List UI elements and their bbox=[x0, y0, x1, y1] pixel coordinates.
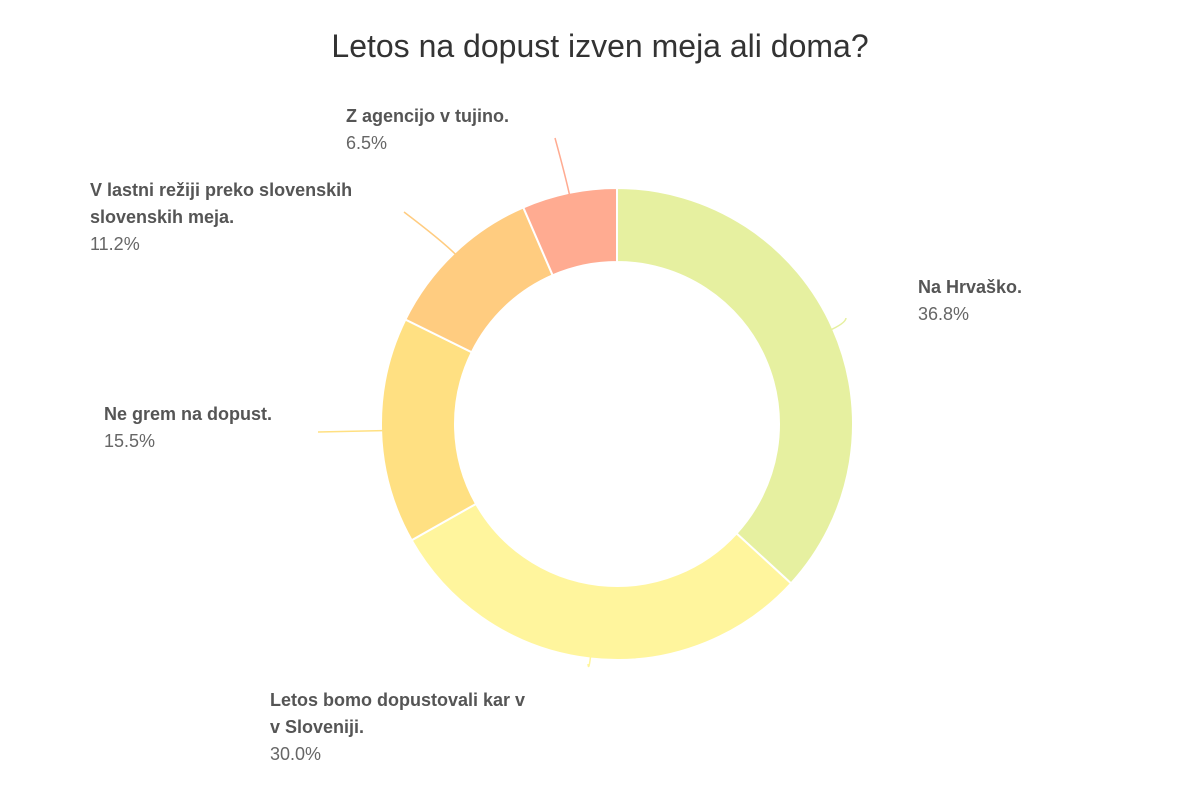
slice-value-label: 11.2% bbox=[90, 234, 140, 254]
slice-labels: Na Hrvaško. 36.8% Letos bomo dopustovali k… bbox=[90, 106, 1022, 764]
leader-line bbox=[827, 317, 847, 333]
donut-slice bbox=[521, 186, 618, 277]
leader-line bbox=[587, 652, 592, 668]
slice-value-label: 36.8% bbox=[918, 304, 969, 324]
chart-title: Letos na dopust izven meja ali doma? bbox=[331, 28, 868, 64]
slice-value-label: 15.5% bbox=[104, 431, 155, 451]
donut-slice bbox=[410, 502, 793, 661]
donut-slice bbox=[404, 206, 554, 354]
donut-slice bbox=[616, 186, 854, 585]
slice-value-label: 30.0% bbox=[270, 744, 321, 764]
slice-label: v Sloveniji. bbox=[270, 717, 364, 737]
leader-line bbox=[403, 211, 460, 258]
slice-value-label: 6.5% bbox=[346, 133, 387, 153]
slice-label: slovenskih meja. bbox=[90, 207, 234, 227]
leader-lines bbox=[317, 137, 847, 668]
donut-slices bbox=[380, 186, 854, 661]
slice-label: Z agencijo v tujino. bbox=[346, 106, 509, 126]
leader-line bbox=[554, 137, 572, 199]
slice-label: V lastni režiji preko slovenskih bbox=[90, 180, 352, 200]
slice-label: Ne grem na dopust. bbox=[104, 404, 272, 424]
leader-line bbox=[317, 429, 388, 433]
slice-label: Letos bomo dopustovali kar v bbox=[270, 690, 525, 710]
slice-label: Na Hrvaško. bbox=[918, 277, 1022, 297]
donut-slice bbox=[380, 318, 478, 542]
